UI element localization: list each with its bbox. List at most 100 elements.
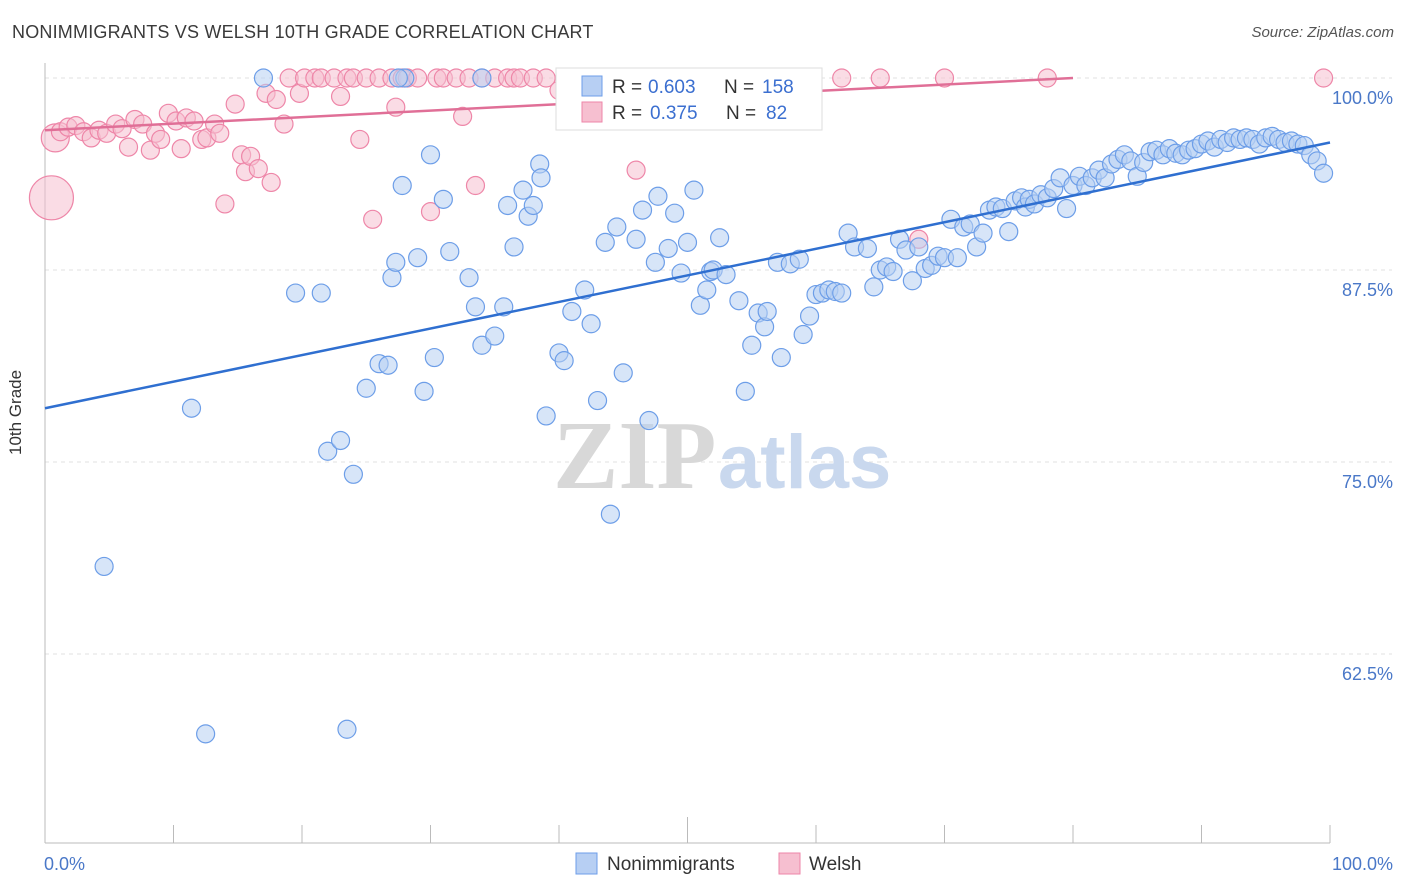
nonimmigrants-point xyxy=(311,283,331,303)
nonimmigrants-point xyxy=(600,504,621,524)
nonimmigrants-point xyxy=(799,306,820,326)
nonimmigrants-point xyxy=(388,68,408,88)
welsh-point xyxy=(626,160,646,180)
nonimmigrants-point xyxy=(973,223,993,243)
nonimmigrants-point xyxy=(536,406,556,426)
nonimmigrants-point xyxy=(253,68,274,88)
nonimmigrants-point xyxy=(757,301,777,322)
nonimmigrants-point xyxy=(465,297,486,317)
nonimmigrants-point xyxy=(343,464,363,484)
legend: R = 0.603 N = 158 R = 0.375 N = 82 xyxy=(555,67,823,131)
source-label: Source: ZipAtlas.com xyxy=(1251,24,1394,41)
legend-n-value-2: 82 xyxy=(766,103,787,124)
nonimmigrants-point xyxy=(562,301,582,322)
nonimmigrants-point xyxy=(710,228,730,248)
welsh-point xyxy=(330,86,351,107)
welsh-point xyxy=(934,68,955,88)
nonimmigrants-point xyxy=(414,381,434,401)
nonimmigrants-point xyxy=(735,381,755,401)
nonimmigrants-point xyxy=(626,229,646,249)
nonimmigrants-point xyxy=(613,363,633,383)
welsh-point xyxy=(28,175,75,221)
welsh-point xyxy=(274,114,294,134)
nonimmigrants-point xyxy=(857,238,878,259)
nonimmigrants-point xyxy=(459,268,479,288)
y-tick-label-1: 75.0% xyxy=(1342,472,1393,492)
welsh-point xyxy=(171,139,191,159)
welsh-point xyxy=(832,68,852,88)
nonimmigrants-point xyxy=(999,222,1019,242)
bottom-legend-swatch-welsh xyxy=(778,852,801,875)
nonimmigrants-point xyxy=(648,186,668,206)
nonimmigrants-point xyxy=(513,180,533,200)
x-tick-label-1: 100.0% xyxy=(1332,854,1393,874)
x-tick-labels: 0.0% 100.0% xyxy=(44,854,1393,874)
nonimmigrants-point xyxy=(595,232,615,252)
nonimmigrants-point xyxy=(485,326,505,346)
legend-r-label-1: R = xyxy=(612,77,642,98)
nonimmigrants-point xyxy=(554,351,574,371)
nonimmigrants-point xyxy=(94,556,114,577)
y-tick-label-2: 87.5% xyxy=(1342,280,1393,300)
welsh-point xyxy=(261,172,281,193)
nonimmigrants-point xyxy=(684,180,704,200)
nonimmigrants-point xyxy=(386,252,406,272)
nonimmigrants-point xyxy=(318,441,338,461)
nonimmigrants-point xyxy=(587,390,608,411)
nonimmigrants-point xyxy=(504,237,524,257)
nonimmigrants-point xyxy=(196,724,216,744)
nonimmigrants-point xyxy=(472,68,492,88)
welsh-point xyxy=(536,68,556,88)
nonimmigrants-point xyxy=(1313,163,1334,183)
welsh-point xyxy=(1313,68,1334,88)
nonimmigrants-point xyxy=(433,189,453,209)
nonimmigrants-point xyxy=(742,335,762,355)
nonimmigrants-point xyxy=(864,277,884,297)
nonimmigrants-trend-line xyxy=(44,141,1331,410)
welsh-point xyxy=(151,129,171,150)
legend-n-value-1: 158 xyxy=(762,77,794,98)
nonimmigrants-point xyxy=(645,252,665,272)
welsh-point xyxy=(210,123,230,143)
nonimmigrants-point xyxy=(440,241,460,262)
nonimmigrants-point xyxy=(424,347,444,368)
legend-r-label-2: R = xyxy=(612,103,642,124)
nonimmigrants-point xyxy=(1056,198,1077,219)
nonimmigrants-point xyxy=(789,249,809,269)
legend-r-value-2: 0.375 xyxy=(650,103,698,124)
legend-swatch-welsh xyxy=(581,101,603,123)
welsh-point xyxy=(266,89,286,110)
welsh-point xyxy=(215,194,235,214)
bottom-legend-label-nonimmigrants: Nonimmigrants xyxy=(607,854,735,875)
nonimmigrants-point xyxy=(330,430,351,451)
nonimmigrants-point xyxy=(392,175,412,196)
welsh-point xyxy=(420,202,441,222)
axes xyxy=(44,63,1331,844)
nonimmigrants-point xyxy=(771,347,791,368)
nonimmigrants-point xyxy=(356,378,376,398)
welsh-point xyxy=(350,129,370,150)
nonimmigrants-points xyxy=(94,68,1334,744)
nonimmigrants-point xyxy=(498,195,518,216)
nonimmigrants-point xyxy=(523,195,543,216)
welsh-point xyxy=(453,106,473,127)
nonimmigrants-point xyxy=(729,291,749,311)
x-tick-label-0: 0.0% xyxy=(44,854,85,874)
welsh-point xyxy=(225,94,245,114)
welsh-point xyxy=(184,111,204,131)
bottom-legend: Nonimmigrants Welsh xyxy=(575,852,861,875)
bottom-legend-swatch-nonimmigrants xyxy=(575,852,598,875)
nonimmigrants-point xyxy=(408,248,428,268)
nonimmigrants-point xyxy=(581,314,601,334)
nonimmigrants-point xyxy=(665,203,685,223)
nonimmigrants-point xyxy=(378,355,398,375)
welsh-point xyxy=(465,175,486,196)
legend-n-label-2: N = xyxy=(726,103,756,124)
welsh-point xyxy=(248,159,268,179)
welsh-point xyxy=(118,137,139,157)
nonimmigrants-point xyxy=(639,410,659,431)
chart-title: NONIMMIGRANTS VS WELSH 10TH GRADE CORREL… xyxy=(12,22,594,42)
nonimmigrants-point xyxy=(947,248,967,268)
watermark-atlas: atlas xyxy=(718,420,891,505)
